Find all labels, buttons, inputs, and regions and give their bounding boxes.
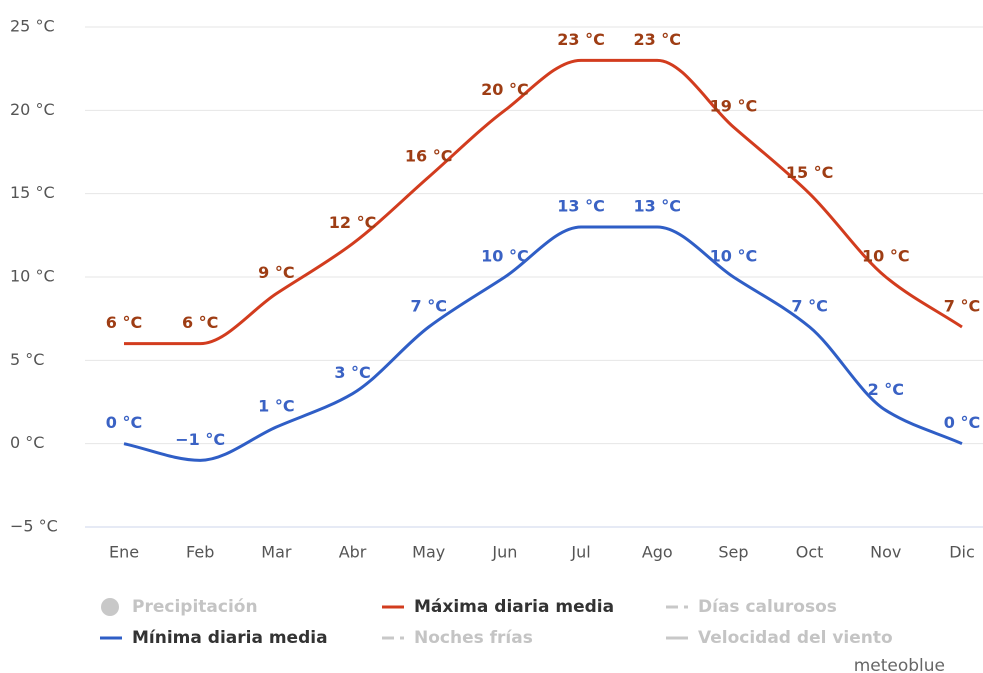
- y-tick-label: 15 °C: [10, 183, 55, 202]
- data-label: 15 °C: [786, 163, 834, 182]
- legend-label: Noches frías: [414, 628, 533, 648]
- y-tick-label: −5 °C: [10, 517, 58, 536]
- data-label: 2 °C: [868, 380, 904, 399]
- y-tick-label: 10 °C: [10, 267, 55, 286]
- data-label: 6 °C: [106, 313, 142, 332]
- legend-label: Velocidad del viento: [698, 628, 893, 648]
- x-tick-label: Ago: [642, 543, 673, 562]
- y-tick-label: 20 °C: [10, 100, 55, 119]
- y-tick-label: 25 °C: [10, 17, 55, 36]
- data-label: 23 °C: [557, 30, 605, 49]
- data-label: 1 °C: [258, 397, 294, 416]
- x-tick-label: Sep: [718, 543, 748, 562]
- x-tick-label: Jul: [570, 543, 590, 562]
- legend-label: Mínima diaria media: [132, 628, 328, 648]
- legend-label: Máxima diaria media: [414, 597, 614, 617]
- data-label: 9 °C: [258, 263, 294, 282]
- data-label: 13 °C: [633, 197, 681, 216]
- data-label: 0 °C: [944, 413, 980, 432]
- data-label: 20 °C: [481, 80, 529, 99]
- data-label: −1 °C: [175, 430, 225, 449]
- x-tick-label: Mar: [261, 543, 292, 562]
- x-tick-label: Nov: [870, 543, 901, 562]
- x-tick-label: May: [412, 543, 445, 562]
- credit: meteoblue: [854, 656, 945, 673]
- data-label: 10 °C: [862, 247, 910, 266]
- data-label: 0 °C: [106, 413, 142, 432]
- data-label: 7 °C: [410, 297, 446, 316]
- data-label: 19 °C: [710, 97, 758, 116]
- data-label: 7 °C: [791, 297, 827, 316]
- data-label: 16 °C: [405, 147, 453, 166]
- y-tick-label: 5 °C: [10, 350, 44, 369]
- x-tick-label: Abr: [339, 543, 367, 562]
- data-label: 23 °C: [633, 30, 681, 49]
- x-tick-label: Ene: [109, 543, 139, 562]
- data-label: 10 °C: [481, 247, 529, 266]
- x-tick-label: Jun: [491, 543, 517, 562]
- line: [123, 225, 963, 462]
- data-label: 7 °C: [944, 297, 980, 316]
- x-tick-label: Feb: [186, 543, 214, 562]
- legend-symbol: [101, 598, 119, 616]
- data-label: 10 °C: [710, 247, 758, 266]
- line: [124, 58, 963, 346]
- data-label: 13 °C: [557, 197, 605, 216]
- data-label: 3 °C: [334, 363, 370, 382]
- x-tick-label: Oct: [796, 543, 824, 562]
- data-label: 6 °C: [182, 313, 218, 332]
- data-label: 12 °C: [329, 213, 377, 232]
- y-tick-label: 0 °C: [10, 433, 44, 452]
- legend-label: Precipitación: [132, 597, 258, 617]
- legend-label: Días calurosos: [698, 597, 837, 617]
- x-tick-label: Dic: [949, 543, 975, 562]
